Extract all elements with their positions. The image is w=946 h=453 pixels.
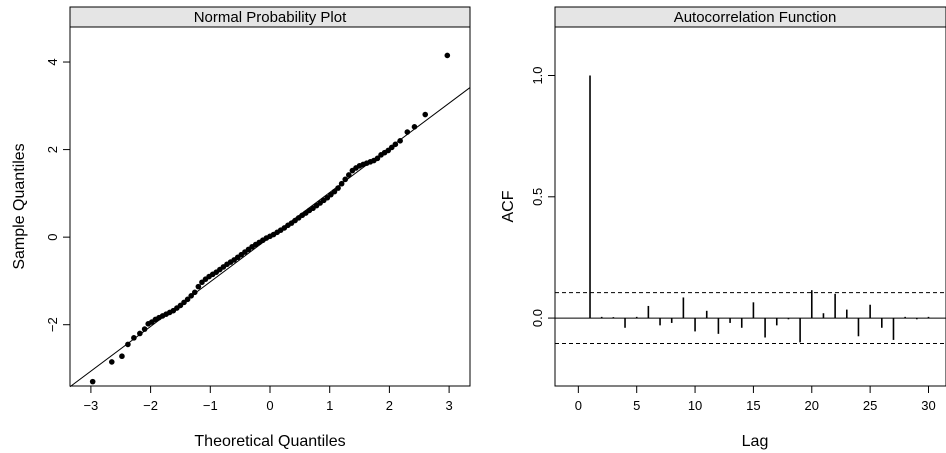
qq-point: [422, 111, 429, 118]
qq-y-tick-label: 4: [45, 58, 60, 65]
qq-x-tick-label: 3: [445, 398, 452, 413]
qq-y-tick-label: 2: [45, 146, 60, 153]
qq-y-tick-label: −2: [45, 317, 60, 332]
qq-x-label: Theoretical Quantiles: [194, 433, 345, 450]
qq-point: [108, 359, 115, 365]
qq-point: [335, 185, 341, 191]
qq-panel: Normal Probability Plot −3 −2 −1 0 1 2 3 −2 0 2 4…: [11, 6, 471, 450]
qq-x-tick-label: −2: [143, 398, 158, 413]
qq-point: [404, 129, 411, 135]
acf-title: Autocorrelation Function: [674, 9, 837, 26]
acf-y-tick-label: 0.5: [530, 188, 545, 206]
qq-point: [338, 180, 345, 187]
qq-x-tick-label: 1: [326, 398, 333, 413]
qq-point: [191, 289, 198, 296]
acf-plot-frame: [554, 26, 946, 387]
acf-y-axis: 0.0 0.5 1.0: [530, 66, 555, 327]
qq-title: Normal Probability Plot: [194, 9, 347, 26]
qq-point: [342, 176, 349, 183]
qq-y-axis: −2 0 2 4: [45, 58, 70, 332]
qq-point: [411, 124, 418, 130]
acf-x-tick-label: 5: [633, 398, 640, 413]
acf-y-label: ACF: [500, 190, 517, 222]
acf-x-tick-label: 0: [575, 398, 582, 413]
acf-x-tick-label: 20: [805, 398, 819, 413]
acf-x-tick-label: 30: [921, 398, 935, 413]
acf-y-tick-label: 0.0: [530, 309, 545, 327]
qq-plot-frame: [69, 26, 471, 387]
qq-x-axis: −3 −2 −1 0 1 2 3: [83, 386, 453, 413]
acf-x-tick-label: 15: [746, 398, 760, 413]
qq-point: [188, 293, 194, 299]
qq-x-tick-label: 0: [266, 398, 273, 413]
qq-point: [131, 335, 137, 341]
qq-point: [392, 141, 399, 148]
qq-point: [119, 353, 125, 360]
qq-point: [137, 330, 143, 337]
qq-x-tick-label: −3: [83, 398, 98, 413]
qq-point: [346, 172, 352, 178]
acf-x-tick-label: 25: [863, 398, 877, 413]
acf-x-label: Lag: [742, 433, 769, 450]
qq-point: [195, 283, 202, 290]
qq-point: [444, 52, 451, 59]
qq-x-tick-label: 2: [386, 398, 393, 413]
qq-point: [184, 296, 191, 303]
qq-y-tick-label: 0: [45, 234, 60, 241]
qq-point: [397, 138, 403, 144]
acf-x-tick-label: 10: [688, 398, 702, 413]
qq-point: [331, 188, 338, 195]
qq-point: [89, 378, 96, 385]
qq-point: [374, 155, 381, 162]
qq-point: [141, 326, 148, 332]
qq-y-label: Sample Quantiles: [11, 143, 28, 269]
acf-y-tick-label: 1.0: [530, 66, 545, 84]
acf-x-axis: 0 5 10 15 20 25 30: [575, 386, 936, 413]
acf-panel: Autocorrelation Function 0 5 10 15 20 25 30 0.…: [500, 6, 946, 450]
qq-x-tick-label: −1: [203, 398, 218, 413]
qq-point: [125, 341, 131, 348]
